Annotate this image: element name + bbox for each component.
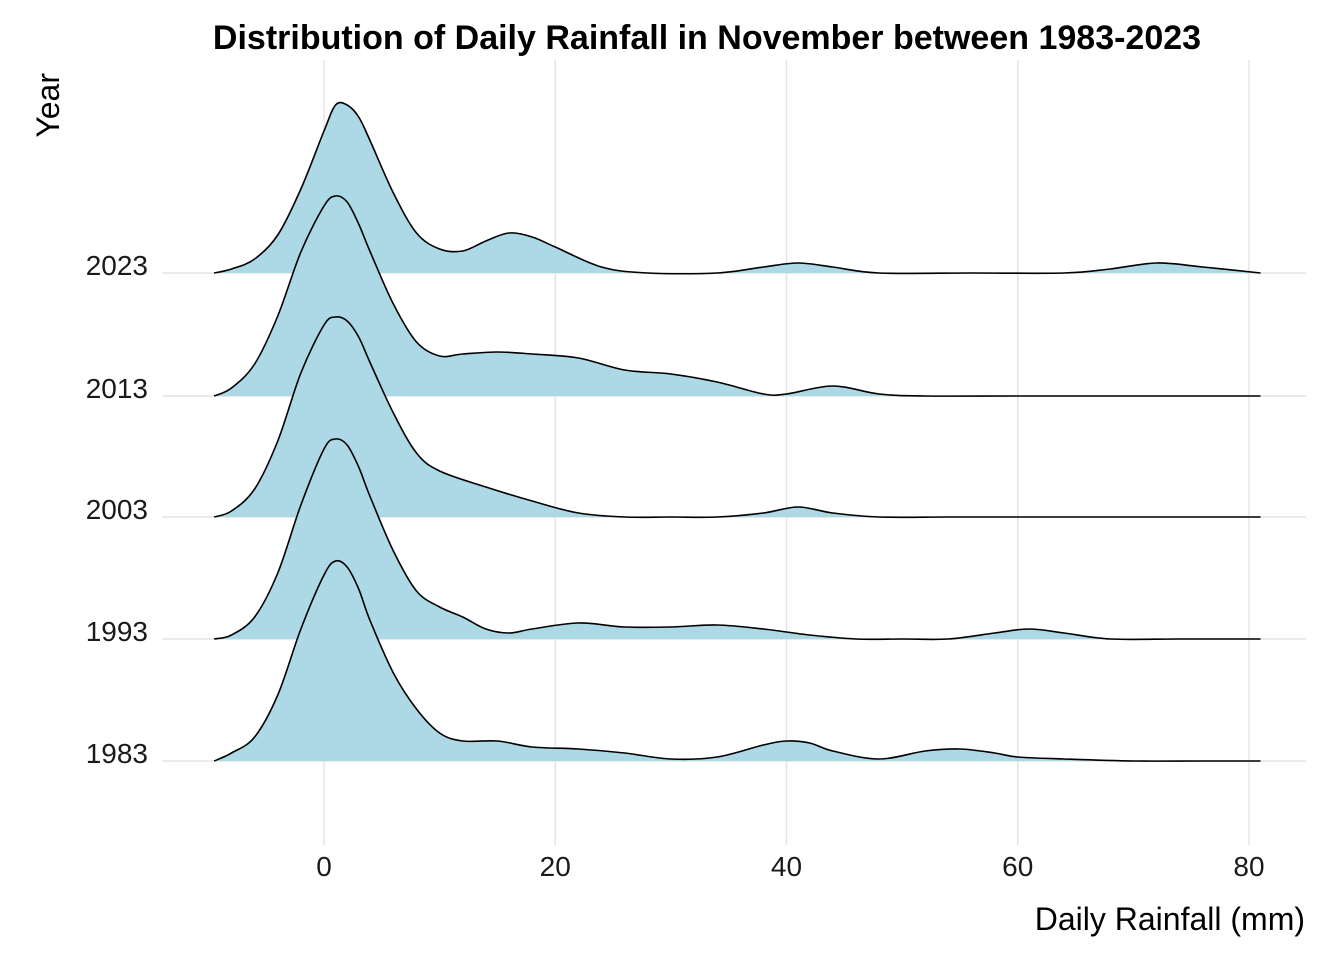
x-tick-label-20: 20 <box>540 851 571 882</box>
ridge-1983 <box>213 559 1261 762</box>
x-tick-label-60: 60 <box>1002 851 1033 882</box>
y-axis-title: Year <box>30 73 66 138</box>
y-tick-label-1993: 1993 <box>86 616 148 647</box>
x-tick-labels: 0 20 40 60 80 <box>316 851 1264 882</box>
x-tick-label-40: 40 <box>771 851 802 882</box>
y-tick-label-2003: 2003 <box>86 494 148 525</box>
x-tick-label-80: 80 <box>1233 851 1264 882</box>
ridges-layer <box>213 101 1261 762</box>
x-axis-title: Daily Rainfall (mm) <box>1035 901 1305 937</box>
ridge-line-1983 <box>213 559 1261 762</box>
y-tick-label-2013: 2013 <box>86 373 148 404</box>
ridge-line-2013 <box>213 195 1261 397</box>
chart-title: Distribution of Daily Rainfall in Novemb… <box>213 19 1201 57</box>
ridge-line-2003 <box>213 316 1261 519</box>
ridge-line-1993 <box>213 438 1261 641</box>
x-tick-label-0: 0 <box>316 851 332 882</box>
y-tick-label-2023: 2023 <box>86 250 148 281</box>
ridge-line-2023 <box>213 101 1261 275</box>
ridge-fill-1983 <box>214 560 1261 762</box>
y-tick-labels: 2023 2013 2003 1993 1983 <box>86 250 148 769</box>
y-tick-label-1983: 1983 <box>86 738 148 769</box>
